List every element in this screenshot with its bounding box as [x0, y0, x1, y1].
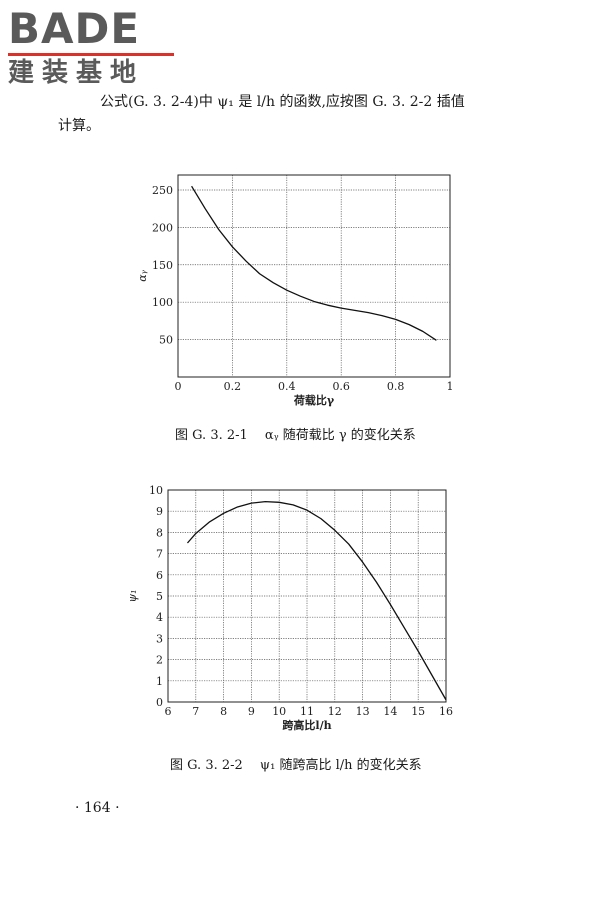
plot-frame	[177, 174, 451, 378]
y-tick-label: 1	[156, 675, 163, 688]
paragraph-line-1: 公式(G. 3. 2-4)中 ψ₁ 是 l/h 的函数,应按图 G. 3. 2-…	[100, 94, 465, 110]
x-tick-label: 0.6	[332, 380, 350, 393]
x-tick-label: 8	[220, 705, 227, 718]
x-tick-label: 0.8	[387, 380, 405, 393]
figure-2-caption: 图 G. 3. 2-2 ψ₁ 随跨高比 l/h 的变化关系	[170, 758, 422, 773]
x-tick-label: 16	[439, 705, 453, 718]
y-tick-label: 10	[149, 484, 163, 497]
y-tick-label: 0	[156, 696, 163, 709]
x-tick-label: 7	[192, 705, 199, 718]
y-tick-label: 5	[156, 590, 163, 603]
y-tick-label: 250	[152, 184, 173, 197]
y-tick-label: 8	[156, 526, 163, 539]
y-axis-label: αᵧ	[136, 269, 149, 281]
plot-frame	[167, 489, 447, 703]
x-tick-label: 14	[383, 705, 397, 718]
y-tick-label: 4	[156, 611, 163, 624]
bade-logo: BADE 建装基地	[6, 4, 178, 88]
y-tick-label: 3	[156, 632, 163, 645]
y-tick-label: 50	[159, 334, 173, 347]
x-tick-label: 1	[447, 380, 454, 393]
x-tick-label: 0	[175, 380, 182, 393]
y-tick-label: 100	[152, 296, 173, 309]
x-tick-label: 10	[272, 705, 286, 718]
logo-rule	[8, 53, 174, 56]
page-number: · 164 ·	[75, 800, 120, 816]
y-tick-label: 200	[152, 221, 173, 234]
x-axis-label: 跨高比l/h	[282, 718, 331, 732]
logo-subtitle: 建装基地	[8, 58, 145, 88]
logo-wordmark: BADE	[8, 4, 141, 53]
x-tick-label: 6	[165, 705, 172, 718]
series-line	[191, 185, 437, 341]
y-tick-label: 150	[152, 259, 173, 272]
x-tick-label: 0.4	[278, 380, 296, 393]
x-axis-label: 荷载比γ	[293, 393, 335, 407]
x-tick-label: 15	[411, 705, 425, 718]
x-tick-label: 13	[356, 705, 370, 718]
x-tick-label: 11	[300, 705, 314, 718]
paragraph-line-2: 计算。	[58, 118, 100, 134]
y-tick-label: 9	[156, 505, 163, 518]
y-tick-label: 2	[156, 654, 163, 667]
y-tick-label: 7	[156, 548, 163, 561]
x-tick-label: 0.2	[224, 380, 242, 393]
x-tick-label: 9	[248, 705, 255, 718]
x-tick-label: 12	[328, 705, 342, 718]
figure-1-caption: 图 G. 3. 2-1 αᵧ 随荷载比 γ 的变化关系	[175, 428, 416, 443]
body-paragraph: 公式(G. 3. 2-4)中 ψ₁ 是 l/h 的函数,应按图 G. 3. 2-…	[58, 90, 558, 138]
series-line	[186, 501, 447, 701]
y-axis-label: ψ₁	[130, 589, 139, 602]
y-tick-label: 6	[156, 569, 163, 582]
